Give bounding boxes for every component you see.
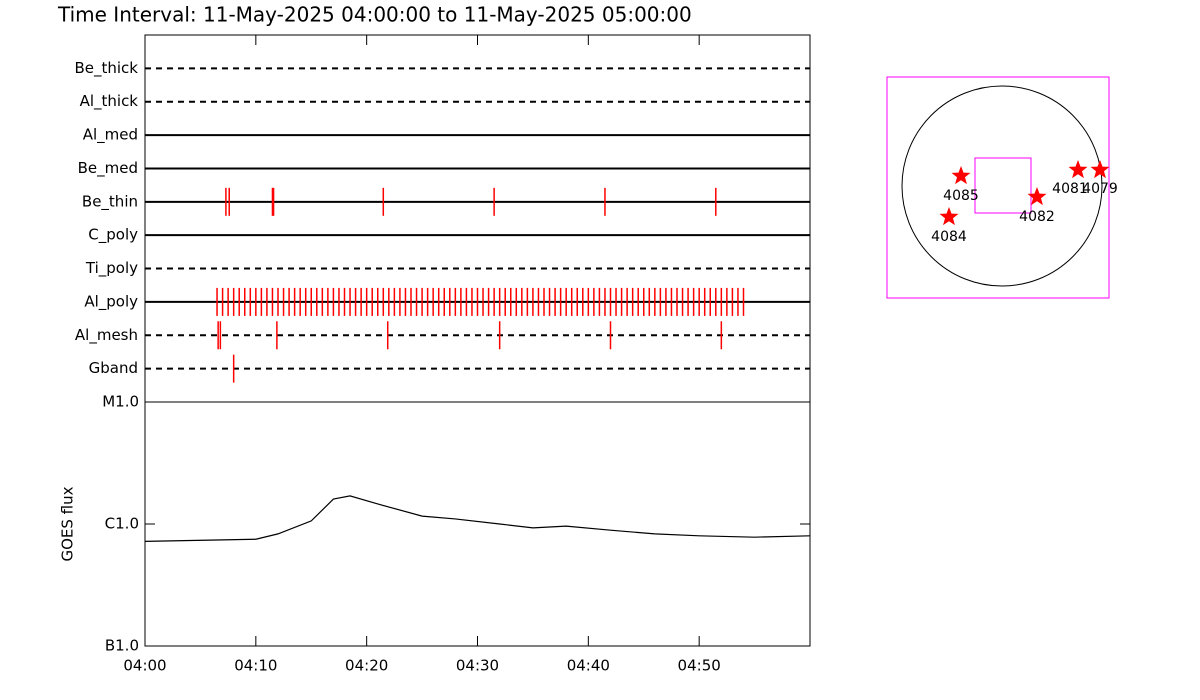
solar-disk [901,85,1103,287]
x-tick-label: 04:30 [456,657,499,675]
region-star [1090,160,1110,179]
region-star [939,207,959,226]
region-star [1068,160,1088,179]
region-label: 4084 [931,229,967,245]
x-tick-label: 04:40 [567,657,610,675]
row-label: Be_thin [82,192,138,211]
row-label: Al_mesh [75,326,138,345]
x-tick-label: 04:50 [678,657,721,675]
y-tick-label: B1.0 [105,637,139,655]
y-tick-label: C1.0 [105,515,139,533]
region-star [951,166,971,185]
row-label: Be_thick [74,59,138,78]
x-tick-label: 04:20 [345,657,388,675]
region-label: 4079 [1082,181,1118,197]
y-axis-label: GOES flux [59,486,77,561]
goes-curve [144,495,811,543]
x-tick-label: 04:00 [123,657,166,675]
chart-title: Time Interval: 11-May-2025 04:00:00 to 1… [57,3,692,27]
map-frame [886,76,1110,299]
row-label: Al_thick [80,92,139,111]
region-label: 4081 [1052,181,1088,197]
x-tick-label: 04:10 [234,657,277,675]
y-tick-label: M1.0 [102,393,139,411]
region-star [1027,187,1047,206]
fov-box [974,157,1032,214]
region-label: 4085 [943,188,979,204]
row-label: Al_poly [84,292,138,311]
row-label: Al_med [83,126,138,145]
region-label: 4082 [1019,209,1055,225]
row-label: Ti_poly [85,259,138,278]
row-label: Gband [89,359,138,377]
row-label: Be_med [78,159,138,178]
row-label: C_poly [88,226,138,245]
